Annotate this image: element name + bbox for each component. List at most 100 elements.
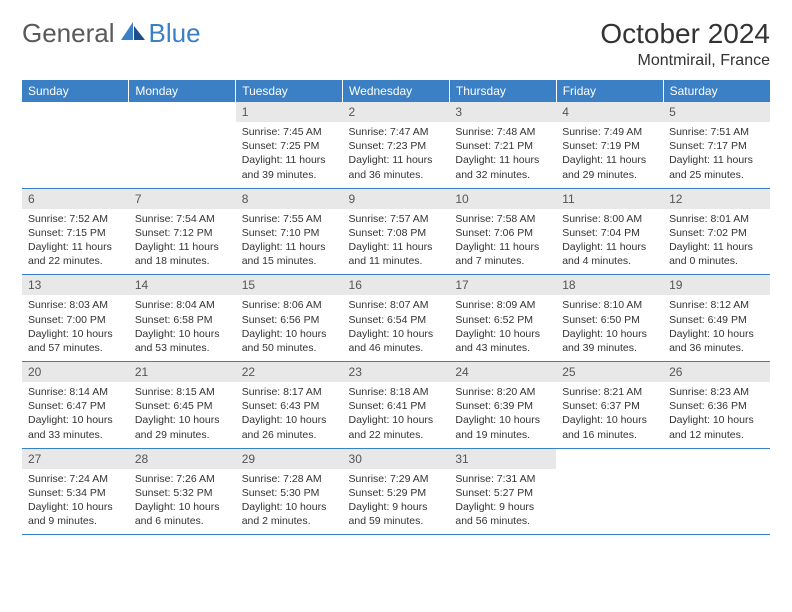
- day-number-cell: 31: [449, 448, 556, 469]
- weekday-header: Sunday: [22, 80, 129, 102]
- sunset-text: Sunset: 7:12 PM: [135, 226, 230, 240]
- day-number-cell: 3: [449, 102, 556, 122]
- sunset-text: Sunset: 6:37 PM: [562, 399, 657, 413]
- day-number-cell: 18: [556, 275, 663, 296]
- sunset-text: Sunset: 6:49 PM: [669, 313, 764, 327]
- sunset-text: Sunset: 6:56 PM: [242, 313, 337, 327]
- sunrise-text: Sunrise: 8:10 AM: [562, 298, 657, 312]
- day-content-cell: Sunrise: 7:51 AMSunset: 7:17 PMDaylight:…: [663, 122, 770, 188]
- sunrise-text: Sunrise: 8:15 AM: [135, 385, 230, 399]
- day-content-cell: Sunrise: 7:52 AMSunset: 7:15 PMDaylight:…: [22, 209, 129, 275]
- daylight-text: Daylight: 10 hours and 12 minutes.: [669, 413, 764, 441]
- day-number-cell: 1: [236, 102, 343, 122]
- day-content-row: Sunrise: 8:03 AMSunset: 7:00 PMDaylight:…: [22, 295, 770, 361]
- day-number-cell: 19: [663, 275, 770, 296]
- day-content-cell: Sunrise: 7:29 AMSunset: 5:29 PMDaylight:…: [343, 469, 450, 535]
- sunrise-text: Sunrise: 8:03 AM: [28, 298, 123, 312]
- day-number-cell: 17: [449, 275, 556, 296]
- day-number-cell: 5: [663, 102, 770, 122]
- weekday-header: Friday: [556, 80, 663, 102]
- daylight-text: Daylight: 10 hours and 36 minutes.: [669, 327, 764, 355]
- daylight-text: Daylight: 10 hours and 46 minutes.: [349, 327, 444, 355]
- sunrise-text: Sunrise: 7:57 AM: [349, 212, 444, 226]
- sunrise-text: Sunrise: 8:01 AM: [669, 212, 764, 226]
- sunrise-text: Sunrise: 7:28 AM: [242, 472, 337, 486]
- sunrise-text: Sunrise: 8:20 AM: [455, 385, 550, 399]
- day-number-cell: 28: [129, 448, 236, 469]
- daylight-text: Daylight: 11 hours and 36 minutes.: [349, 153, 444, 181]
- day-content-cell: [556, 469, 663, 535]
- daylight-text: Daylight: 11 hours and 18 minutes.: [135, 240, 230, 268]
- day-content-cell: Sunrise: 7:48 AMSunset: 7:21 PMDaylight:…: [449, 122, 556, 188]
- sunset-text: Sunset: 6:54 PM: [349, 313, 444, 327]
- daylight-text: Daylight: 10 hours and 6 minutes.: [135, 500, 230, 528]
- daylight-text: Daylight: 11 hours and 22 minutes.: [28, 240, 123, 268]
- daylight-text: Daylight: 11 hours and 4 minutes.: [562, 240, 657, 268]
- day-number-cell: 15: [236, 275, 343, 296]
- sunset-text: Sunset: 7:04 PM: [562, 226, 657, 240]
- day-content-cell: Sunrise: 8:15 AMSunset: 6:45 PMDaylight:…: [129, 382, 236, 448]
- day-number-cell: 4: [556, 102, 663, 122]
- day-number-cell: [129, 102, 236, 122]
- sunset-text: Sunset: 7:06 PM: [455, 226, 550, 240]
- sunrise-text: Sunrise: 8:09 AM: [455, 298, 550, 312]
- day-number-cell: 11: [556, 188, 663, 209]
- day-number-cell: [663, 448, 770, 469]
- day-number-cell: 25: [556, 362, 663, 383]
- day-content-cell: Sunrise: 8:04 AMSunset: 6:58 PMDaylight:…: [129, 295, 236, 361]
- daylight-text: Daylight: 10 hours and 50 minutes.: [242, 327, 337, 355]
- day-number-cell: 7: [129, 188, 236, 209]
- weekday-header-row: Sunday Monday Tuesday Wednesday Thursday…: [22, 80, 770, 102]
- sunrise-text: Sunrise: 8:14 AM: [28, 385, 123, 399]
- daylight-text: Daylight: 10 hours and 33 minutes.: [28, 413, 123, 441]
- day-number-cell: [22, 102, 129, 122]
- day-content-row: Sunrise: 7:45 AMSunset: 7:25 PMDaylight:…: [22, 122, 770, 188]
- day-number-cell: 9: [343, 188, 450, 209]
- day-content-cell: Sunrise: 8:23 AMSunset: 6:36 PMDaylight:…: [663, 382, 770, 448]
- day-content-cell: Sunrise: 7:31 AMSunset: 5:27 PMDaylight:…: [449, 469, 556, 535]
- day-content-cell: [22, 122, 129, 188]
- sunrise-text: Sunrise: 7:29 AM: [349, 472, 444, 486]
- day-number-cell: 29: [236, 448, 343, 469]
- day-content-cell: Sunrise: 8:07 AMSunset: 6:54 PMDaylight:…: [343, 295, 450, 361]
- sunset-text: Sunset: 7:00 PM: [28, 313, 123, 327]
- day-content-cell: Sunrise: 8:20 AMSunset: 6:39 PMDaylight:…: [449, 382, 556, 448]
- sunset-text: Sunset: 6:36 PM: [669, 399, 764, 413]
- sunrise-text: Sunrise: 8:06 AM: [242, 298, 337, 312]
- logo-text-blue: Blue: [149, 18, 201, 49]
- daylight-text: Daylight: 11 hours and 7 minutes.: [455, 240, 550, 268]
- day-content-cell: Sunrise: 7:26 AMSunset: 5:32 PMDaylight:…: [129, 469, 236, 535]
- daylight-text: Daylight: 11 hours and 29 minutes.: [562, 153, 657, 181]
- sunset-text: Sunset: 6:58 PM: [135, 313, 230, 327]
- day-number-cell: 10: [449, 188, 556, 209]
- sunrise-text: Sunrise: 7:55 AM: [242, 212, 337, 226]
- day-content-cell: Sunrise: 7:57 AMSunset: 7:08 PMDaylight:…: [343, 209, 450, 275]
- daylight-text: Daylight: 10 hours and 22 minutes.: [349, 413, 444, 441]
- daylight-text: Daylight: 11 hours and 39 minutes.: [242, 153, 337, 181]
- logo-text-general: General: [22, 18, 115, 49]
- day-content-cell: Sunrise: 8:00 AMSunset: 7:04 PMDaylight:…: [556, 209, 663, 275]
- daylight-text: Daylight: 10 hours and 16 minutes.: [562, 413, 657, 441]
- sunrise-text: Sunrise: 7:51 AM: [669, 125, 764, 139]
- day-number-cell: 24: [449, 362, 556, 383]
- sunrise-text: Sunrise: 8:18 AM: [349, 385, 444, 399]
- sunset-text: Sunset: 7:21 PM: [455, 139, 550, 153]
- day-number-cell: 14: [129, 275, 236, 296]
- day-number-cell: 23: [343, 362, 450, 383]
- daylight-text: Daylight: 10 hours and 57 minutes.: [28, 327, 123, 355]
- sunrise-text: Sunrise: 7:45 AM: [242, 125, 337, 139]
- sunrise-text: Sunrise: 7:48 AM: [455, 125, 550, 139]
- sunset-text: Sunset: 7:02 PM: [669, 226, 764, 240]
- daylight-text: Daylight: 11 hours and 32 minutes.: [455, 153, 550, 181]
- sunset-text: Sunset: 5:34 PM: [28, 486, 123, 500]
- sunset-text: Sunset: 5:29 PM: [349, 486, 444, 500]
- sunrise-text: Sunrise: 7:26 AM: [135, 472, 230, 486]
- sunrise-text: Sunrise: 7:49 AM: [562, 125, 657, 139]
- day-content-cell: Sunrise: 7:55 AMSunset: 7:10 PMDaylight:…: [236, 209, 343, 275]
- day-content-cell: Sunrise: 7:58 AMSunset: 7:06 PMDaylight:…: [449, 209, 556, 275]
- day-content-cell: Sunrise: 7:54 AMSunset: 7:12 PMDaylight:…: [129, 209, 236, 275]
- daylight-text: Daylight: 10 hours and 26 minutes.: [242, 413, 337, 441]
- header: General Blue October 2024 Montmirail, Fr…: [22, 18, 770, 70]
- daylight-text: Daylight: 10 hours and 19 minutes.: [455, 413, 550, 441]
- daylight-text: Daylight: 10 hours and 9 minutes.: [28, 500, 123, 528]
